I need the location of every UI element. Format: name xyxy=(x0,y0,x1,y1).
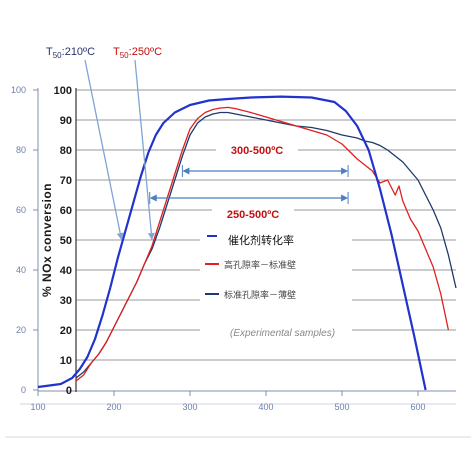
inner-y-tick-label: 40 xyxy=(60,265,72,277)
inner-y-tick-label: 0 xyxy=(66,385,72,397)
t50-pointer-line-1 xyxy=(134,59,153,241)
x-ticks: 100 200 300 400 500 600 xyxy=(30,391,426,412)
legend-label-catalyst: 催化剂转化率 xyxy=(228,233,294,247)
series-line-1 xyxy=(75,106,450,382)
x-tick-label: 500 xyxy=(334,402,349,412)
inner-y-tick-label: 100 xyxy=(54,85,72,97)
inner-y-tick-label: 30 xyxy=(60,295,72,307)
t50-pointer-head-1 xyxy=(147,232,155,240)
outer-y-tick-label: 80 xyxy=(16,145,26,155)
t50-blue-annotation: T50:210ºC xyxy=(46,46,95,60)
t50-pointers xyxy=(84,59,155,241)
inner-y-tick-label: 20 xyxy=(60,325,72,337)
inner-y-tick-label: 80 xyxy=(60,145,72,157)
range-300-500-label: 300-500ºC xyxy=(231,145,283,157)
inner-y-tick-label: 60 xyxy=(60,205,72,217)
x-tick-label: 100 xyxy=(30,402,45,412)
range-arrows xyxy=(149,165,349,204)
y-axis-label: % NOx conversion xyxy=(40,183,54,297)
t50-pointer-line-0 xyxy=(84,59,123,241)
range-arrow-head-right xyxy=(341,167,349,175)
t50-red-annotation: T50:250ºC xyxy=(113,46,162,60)
legend-label-thin-wall: 标准孔隙率－薄壁 xyxy=(224,289,296,301)
series-layer xyxy=(37,95,457,391)
t50-pointer-head-0 xyxy=(116,232,124,240)
inner-y-tick-label: 90 xyxy=(60,115,72,127)
outer-y-tick-label: 100 xyxy=(11,85,26,95)
series-line-0 xyxy=(37,95,427,391)
inner-y-ticks: 0 10 20 30 40 50 60 70 80 90 100 xyxy=(54,85,72,397)
inner-y-tick-label: 10 xyxy=(60,355,72,367)
outer-y-tick-label: 0 xyxy=(21,385,26,395)
range-arrow-head-left xyxy=(182,167,190,175)
legend-bg xyxy=(200,228,352,348)
outer-y-tick-label: 20 xyxy=(16,325,26,335)
range-arrow-0 xyxy=(181,165,349,177)
range-300-500-label-bg xyxy=(216,142,298,158)
range-arrow-1 xyxy=(149,192,349,204)
outer-y-tick-label: 40 xyxy=(16,265,26,275)
outer-y-ticks: 0 20 40 60 80 100 xyxy=(11,85,38,395)
range-250-500-label-bg xyxy=(212,206,294,222)
inner-y-tick-label: 70 xyxy=(60,175,72,187)
x-tick-label: 600 xyxy=(410,402,425,412)
range-arrow-head-left xyxy=(149,194,157,202)
range-arrow-head-right xyxy=(341,194,349,202)
x-tick-label: 400 xyxy=(258,402,273,412)
range-250-500-label: 250-500ºC xyxy=(227,209,279,221)
legend-label-high-porosity: 高孔隙率－标准壁 xyxy=(224,259,296,271)
x-tick-label: 200 xyxy=(106,402,121,412)
legend: 催化剂转化率 高孔隙率－标准壁 标准孔隙率－薄壁 (Experimental s… xyxy=(200,228,352,348)
outer-y-tick-label: 60 xyxy=(16,205,26,215)
x-tick-label: 300 xyxy=(182,402,197,412)
legend-note: (Experimental samples) xyxy=(230,328,335,339)
inner-y-tick-label: 50 xyxy=(60,235,72,247)
